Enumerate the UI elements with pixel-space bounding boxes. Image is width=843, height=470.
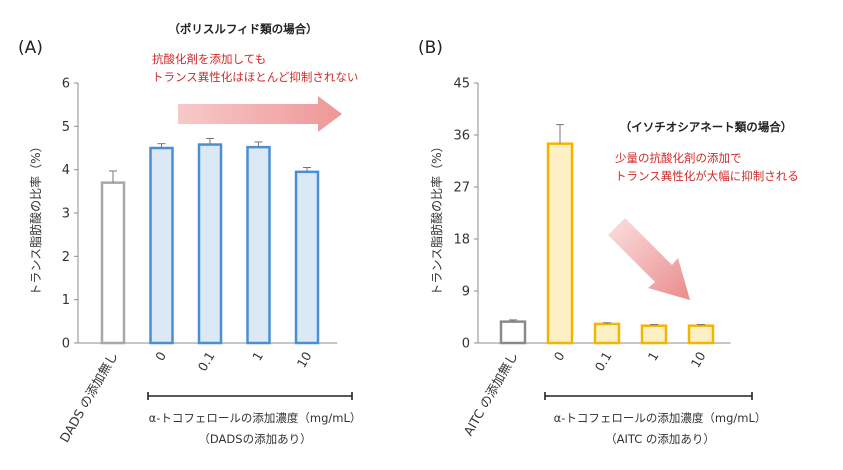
panel-b-title: （イソチオシアネート類の場合） xyxy=(620,120,793,134)
panel-a-arrow xyxy=(178,96,342,132)
panel-b-x-axis-sublabel: （AITC の添加あり） xyxy=(605,432,715,446)
panel-b-y-tick-label: 0 xyxy=(462,337,470,352)
panel-a-y-tick-label: 0 xyxy=(62,337,70,352)
panel-a-x-axis-label: α-トコフェロールの添加濃度（mg/mL） xyxy=(149,411,362,425)
panel-b-y-tick-label: 36 xyxy=(453,129,470,144)
panel-a-category-label: 1 xyxy=(249,349,266,363)
panel-b-category-label: AITC の添加無し xyxy=(460,349,520,438)
panel-a-title: （ポリスルフィド類の場合） xyxy=(168,22,317,36)
panel-a-category-label: 10 xyxy=(294,349,315,370)
panel-a-bar xyxy=(197,143,223,345)
panel-b-bar xyxy=(499,320,527,345)
panel-a-y-tick-label: 1 xyxy=(62,293,70,308)
panel-a-y-tick-label: 2 xyxy=(62,250,70,265)
panel-b-annotation-line1: 少量の抗酸化剤の添加で xyxy=(615,151,742,165)
panel-b-label: (B) xyxy=(418,38,443,58)
panel-a-bar xyxy=(149,146,174,345)
panel-a-label: (A) xyxy=(18,38,43,58)
panel-b-bar xyxy=(687,324,715,345)
panel-b-category-label: 1 xyxy=(645,349,662,363)
panel-b-bar xyxy=(546,142,574,345)
panel-b-y-axis-label: トランス脂肪酸の比率（%） xyxy=(429,140,444,295)
panel-b-category-label: 10 xyxy=(688,349,709,370)
panel-a-y-tick-label: 3 xyxy=(62,207,70,222)
panel-b-category-label: 0 xyxy=(551,349,568,363)
panel-a-y-tick-label: 4 xyxy=(62,163,70,178)
panel-a-category-label: DADS の添加無し xyxy=(57,349,121,445)
panel-a-bar xyxy=(100,181,126,345)
panel-a-y-axis-label: トランス脂肪酸の比率（%） xyxy=(28,140,43,295)
panel-b-y-tick-label: 9 xyxy=(462,285,470,300)
panel-a-bar xyxy=(294,170,320,345)
panel-b-y-tick-label: 18 xyxy=(453,233,470,248)
panel-a-y-tick-label: 6 xyxy=(62,77,70,92)
panel-a-annotation-line2: トランス異性化はほとんど抑制されない xyxy=(152,70,358,84)
panel-a-bar xyxy=(246,145,271,345)
panel-a-category-label: 0 xyxy=(152,349,169,363)
panel-b-x-axis-label: α-トコフェロールの添加濃度（mg/mL） xyxy=(554,411,767,425)
panel-b-y-tick-label: 27 xyxy=(453,181,470,196)
panel-b-bar xyxy=(640,324,668,345)
panel-a-category-label: 0.1 xyxy=(195,349,218,374)
panel-a-x-axis-sublabel: （DADSの添加あり） xyxy=(198,432,311,446)
panel-b-bar xyxy=(593,322,621,345)
panel-a-annotation-line1: 抗酸化剤を添加しても xyxy=(152,52,266,66)
panel-b-category-label: 0.1 xyxy=(592,349,615,374)
panel-b-y-tick-label: 45 xyxy=(453,77,470,92)
panel-b-arrow xyxy=(608,218,690,300)
panel-b-annotation-line2: トランス異性化が大幅に抑制される xyxy=(615,169,799,183)
panel-a-y-tick-label: 5 xyxy=(62,120,70,135)
